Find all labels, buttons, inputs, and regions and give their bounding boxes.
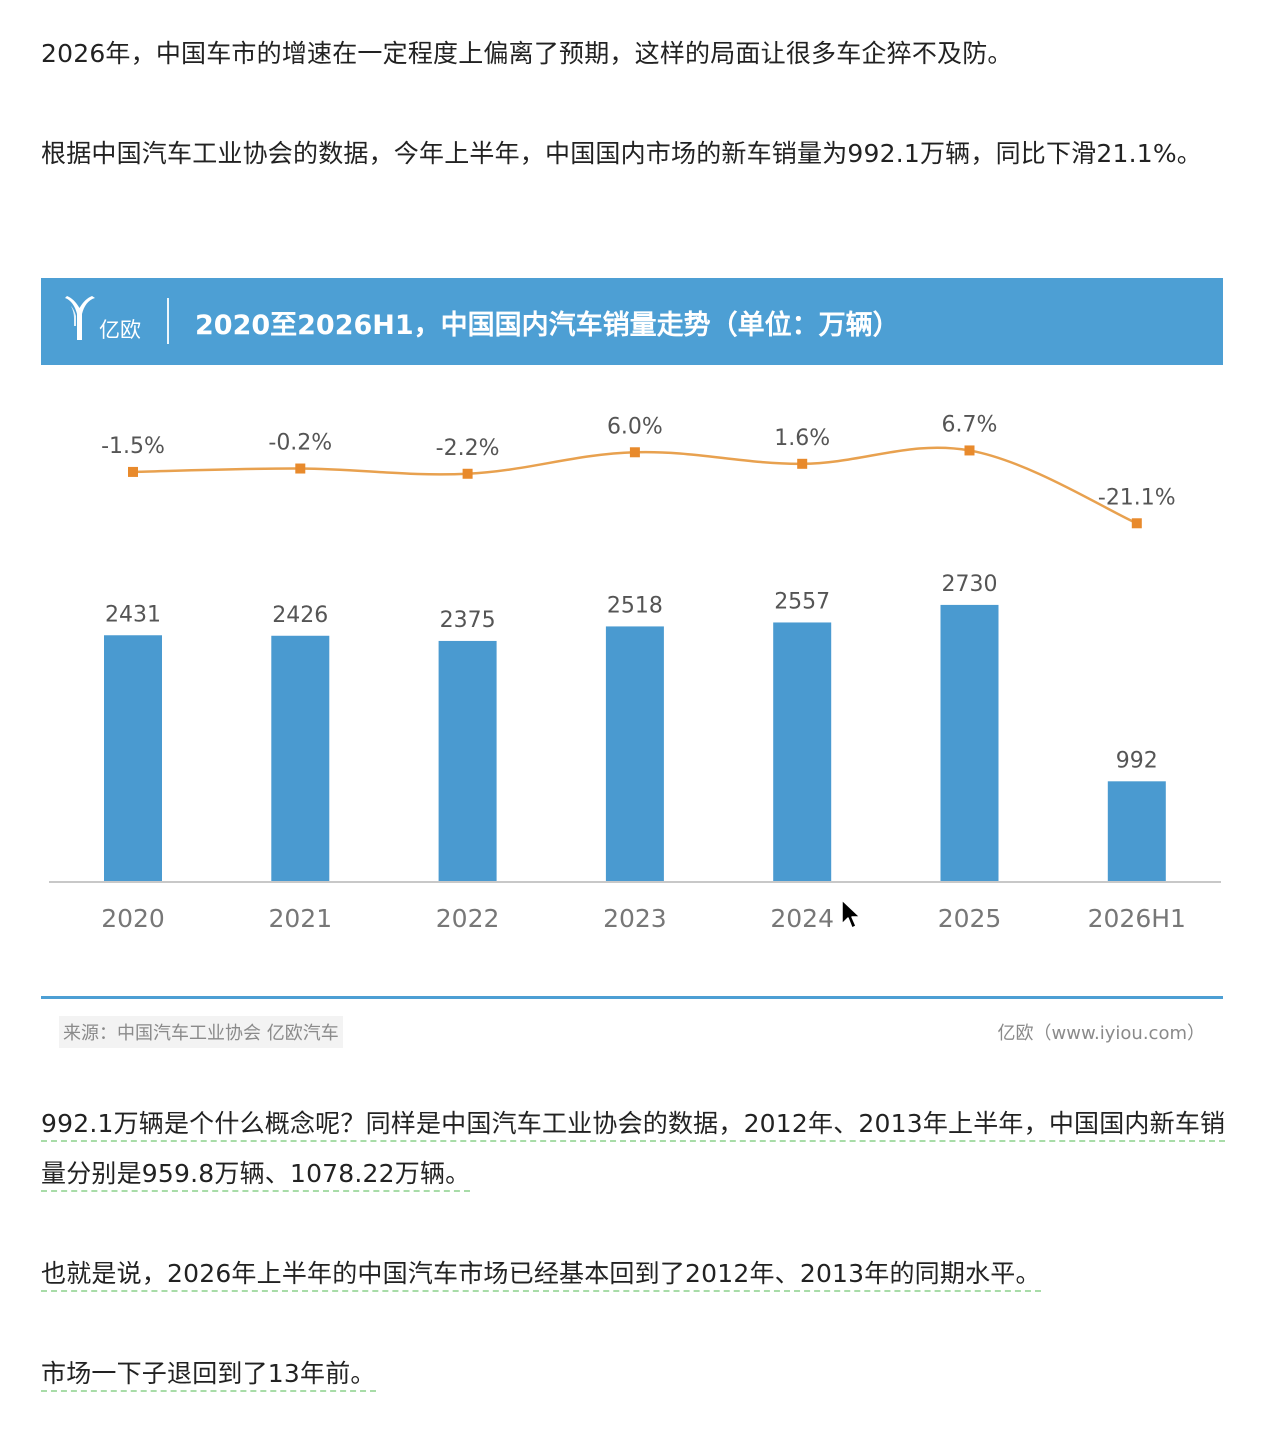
bar-2020 <box>104 635 162 882</box>
highlighted-text: 市场一下子退回到了13年前。 <box>41 1359 376 1392</box>
bar-2021 <box>271 635 330 882</box>
chart-source: 来源：中国汽车工业协会 亿欧汽车 <box>59 1016 343 1048</box>
chart-card: 亿欧 2020至2026H1，中国国内汽车销量走势（单位：万辆） 2431 242… <box>41 278 1223 1058</box>
x-axis-labels: 2020 2021 2022 2023 2024 2025 2026H1 <box>101 904 1186 933</box>
growth-label: 1.6% <box>774 426 830 451</box>
x-tick-label: 2022 <box>436 904 500 933</box>
article-paragraph-1: 2026年，中国车市的增速在一定程度上偏离了预期，这样的局面让很多车企猝不及防。 <box>41 39 1013 68</box>
growth-marker <box>462 468 473 479</box>
growth-marker <box>295 463 306 474</box>
bar-value-label: 992 <box>1116 748 1158 773</box>
growth-label: -2.2% <box>436 436 500 461</box>
bars-layer: 2431 2426 2375 2518 2557 2730 992 <box>104 572 1166 882</box>
bar-2023 <box>605 626 664 882</box>
x-tick-label: 2025 <box>938 904 1002 933</box>
chart-footer-line <box>41 996 1223 999</box>
article-paragraph-2: 根据中国汽车工业协会的数据，今年上半年，中国国内市场的新车销量为992.1万辆，… <box>41 139 1202 168</box>
chart-header: 亿欧 2020至2026H1，中国国内汽车销量走势（单位：万辆） <box>41 278 1223 365</box>
bar-value-label: 2375 <box>440 608 496 633</box>
x-tick-label: 2020 <box>101 904 165 933</box>
bar-value-label: 2431 <box>105 602 161 627</box>
bar-2024 <box>773 622 832 882</box>
chart-site: 亿欧（www.iyiou.com） <box>997 1023 1205 1044</box>
mouse-cursor-icon <box>841 899 861 929</box>
yiou-logo-icon <box>65 296 95 340</box>
growth-line-layer: -1.5% -0.2% -2.2% 6.0% 1.6% 6.7% -21.1% <box>101 412 1176 529</box>
header-divider <box>167 298 169 344</box>
bar-2026H1 <box>1107 781 1166 882</box>
growth-marker <box>629 447 640 458</box>
highlighted-text: 也就是说，2026年上半年的中国汽车市场已经基本回到了2012年、2013年的同… <box>41 1259 1041 1292</box>
growth-line <box>132 446 1138 525</box>
growth-marker <box>1131 518 1142 529</box>
bar-value-label: 2730 <box>942 572 998 597</box>
bar-value-label: 2518 <box>607 593 663 618</box>
article-paragraph-4: 也就是说，2026年上半年的中国汽车市场已经基本回到了2012年、2013年的同… <box>41 1249 1226 1299</box>
bar-2022 <box>438 640 497 882</box>
x-tick-label: 2026H1 <box>1088 904 1186 933</box>
growth-marker <box>128 466 138 477</box>
growth-label: -1.5% <box>101 434 165 459</box>
brand-name: 亿欧 <box>99 318 141 342</box>
bar-value-label: 2426 <box>272 603 328 628</box>
growth-label: 6.0% <box>607 414 663 439</box>
chart-title: 2020至2026H1，中国国内汽车销量走势（单位：万辆） <box>195 310 900 341</box>
article-paragraph-5: 市场一下子退回到了13年前。 <box>41 1349 1226 1399</box>
x-tick-label: 2021 <box>268 904 332 933</box>
article-paragraph-3: 992.1万辆是个什么概念呢？同样是中国汽车工业协会的数据，2012年、2013… <box>41 1099 1226 1199</box>
x-tick-label: 2023 <box>603 904 667 933</box>
bar-value-label: 2557 <box>774 589 830 614</box>
growth-marker <box>797 458 808 469</box>
growth-marker <box>964 445 975 456</box>
x-tick-label: 2024 <box>770 904 834 933</box>
growth-label: -21.1% <box>1098 485 1176 510</box>
bar-2025 <box>940 604 999 882</box>
growth-label: -0.2% <box>268 431 332 456</box>
sales-chart: 2431 2426 2375 2518 2557 2730 992 2020 2021 2022… <box>49 412 1221 933</box>
highlighted-text: 992.1万辆是个什么概念呢？同样是中国汽车工业协会的数据，2012年、2013… <box>41 1109 1226 1192</box>
growth-label: 6.7% <box>942 412 998 437</box>
